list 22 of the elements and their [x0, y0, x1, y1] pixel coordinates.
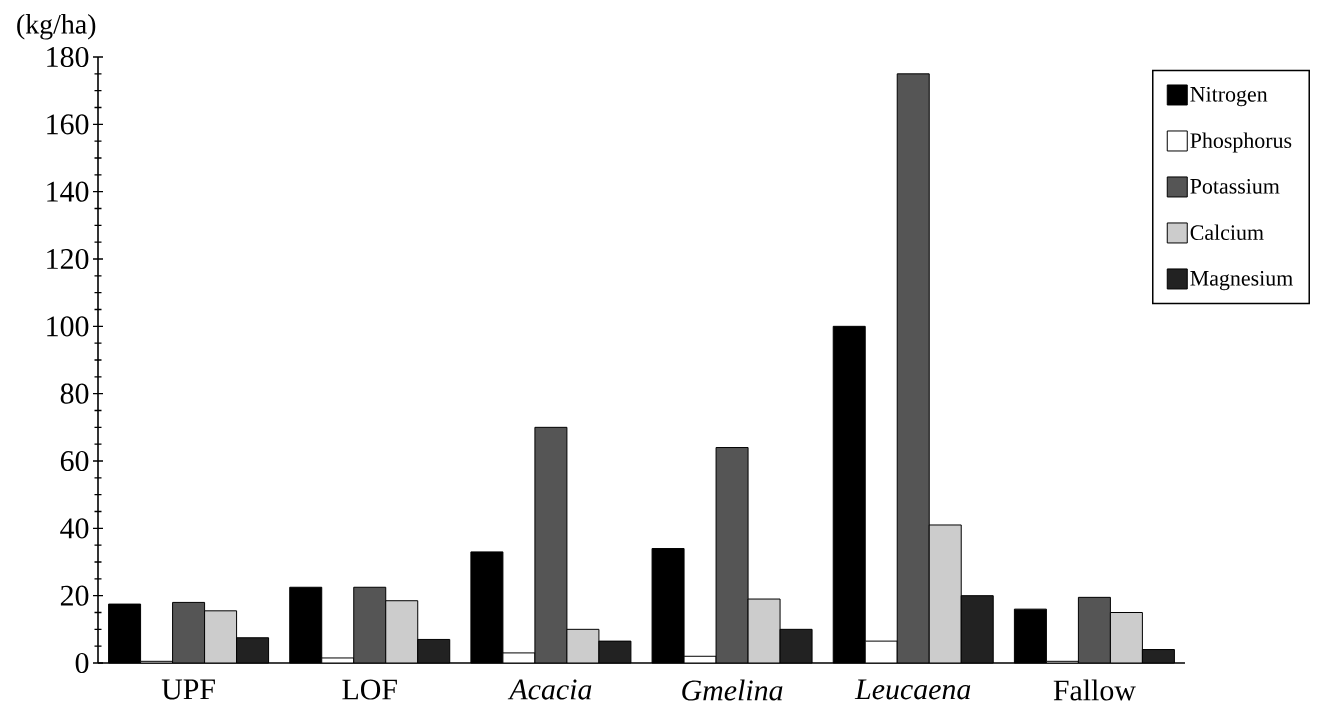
y-tick-label: 60: [60, 450, 89, 472]
y-tick-label: 120: [47, 248, 89, 270]
legend-label: Phosphorus: [1190, 132, 1292, 153]
x-tick-label: Fallow: [1053, 679, 1136, 701]
y-tick-label: 180: [47, 46, 89, 68]
x-tick-label: UPF: [161, 679, 215, 700]
x-tick-label: Acacia: [507, 679, 592, 700]
x-tick-label: Leucaena: [854, 679, 971, 700]
x-tick-label: Gmelina: [682, 679, 783, 701]
x-tick-label: LOF: [342, 679, 397, 700]
y-tick-label: 160: [47, 114, 89, 135]
y-axis-title: (kg/ha): [17, 14, 96, 40]
legend-label: Magnesium: [1190, 270, 1293, 291]
y-tick-label: 20: [60, 585, 89, 606]
legend-label: Potassium: [1190, 178, 1280, 194]
legend-label: Nitrogen: [1190, 86, 1268, 107]
y-tick-label: 0: [75, 652, 89, 674]
y-tick-label: 140: [47, 181, 89, 202]
legend-label: Calcium: [1190, 224, 1264, 241]
y-tick-label: 100: [47, 316, 89, 337]
y-tick-label: 80: [60, 383, 89, 404]
y-tick-label: 40: [60, 518, 89, 539]
